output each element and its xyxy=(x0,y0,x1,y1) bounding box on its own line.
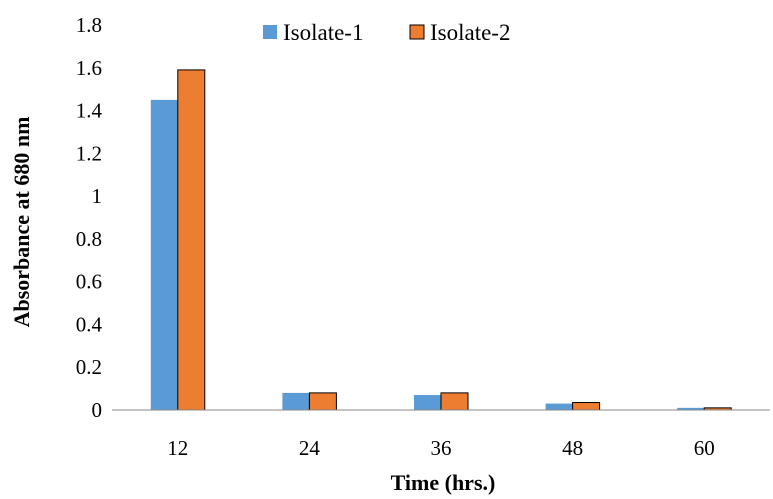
y-axis-title: Absorbance at 680 nm xyxy=(9,117,34,328)
x-axis-ticks: 12 24 36 48 60 xyxy=(167,436,714,460)
bar-isolate-2-24 xyxy=(308,392,337,411)
x-tick-label: 36 xyxy=(431,436,452,460)
bar-isolate-1-24 xyxy=(282,392,310,410)
y-tick-label: 1 xyxy=(92,184,103,208)
y-tick-label: 1.6 xyxy=(76,56,102,80)
bar-isolate-2-12 xyxy=(177,69,206,411)
x-tick-label: 60 xyxy=(694,436,715,460)
x-tick-label: 48 xyxy=(562,436,583,460)
bar-isolate-2-48 xyxy=(572,402,601,411)
bar-isolate-2-36 xyxy=(440,392,469,411)
y-tick-label: 1.8 xyxy=(76,13,102,37)
y-tick-label: 1.4 xyxy=(76,99,103,123)
legend: Isolate-1 Isolate-2 xyxy=(263,20,510,45)
x-tick-label: 12 xyxy=(167,436,188,460)
bar-isolate-1-36 xyxy=(414,395,441,410)
bar-isolate-1-48 xyxy=(545,403,573,410)
y-tick-label: 0 xyxy=(92,398,103,422)
bar-isolate-1-12 xyxy=(150,99,178,410)
bars xyxy=(150,69,732,411)
y-tick-label: 1.2 xyxy=(76,141,102,165)
legend-swatch-isolate-1 xyxy=(263,25,277,39)
bar-isolate-1-60 xyxy=(677,407,705,410)
y-tick-label: 0.2 xyxy=(76,355,102,379)
legend-label-isolate-1: Isolate-1 xyxy=(283,20,363,45)
legend-label-isolate-2: Isolate-2 xyxy=(430,20,510,45)
legend-swatch-isolate-2 xyxy=(409,24,425,40)
y-tick-label: 0.4 xyxy=(76,312,103,336)
y-tick-label: 0.6 xyxy=(76,270,102,294)
x-axis-title: Time (hrs.) xyxy=(391,470,496,495)
y-tick-label: 0.8 xyxy=(76,227,102,251)
y-axis-ticks: 0 0.2 0.4 0.6 0.8 1 1.2 1.4 1.6 1.8 xyxy=(76,13,103,422)
x-tick-label: 24 xyxy=(299,436,321,460)
